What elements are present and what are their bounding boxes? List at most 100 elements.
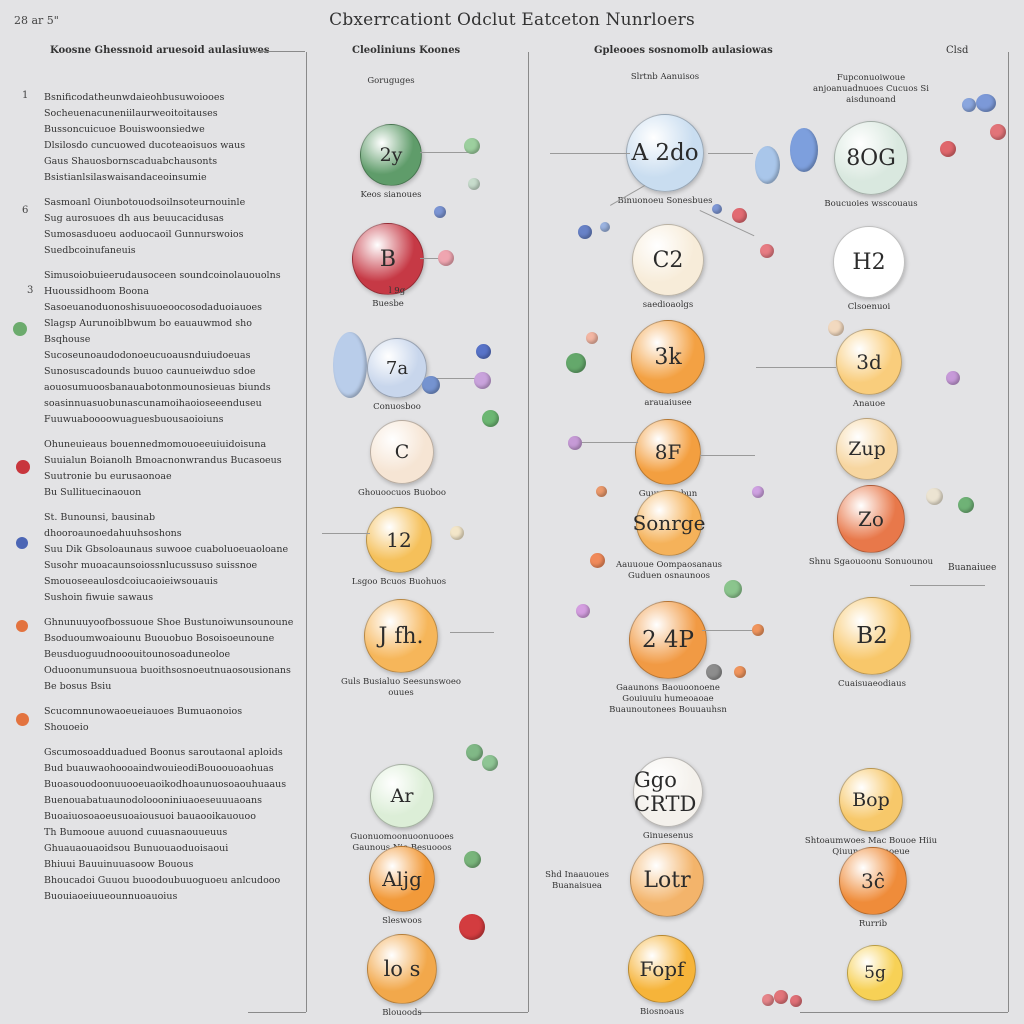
note-line: Bussoncuicuoe Bouiswoonsiedwe: [44, 124, 205, 135]
element-circle: 3d: [836, 329, 902, 395]
ellipse-molecule-icon: [333, 332, 367, 398]
element-circle: 12: [366, 507, 432, 573]
atom-icon: [760, 244, 774, 258]
notes-column: Bsnificodatheunwdaieohbusuwoiooes Socheue…: [44, 90, 294, 914]
note-line: Sunosuscadounds buuoo caunueiwduo sdoe: [44, 366, 256, 377]
element-circle: 2y: [360, 124, 422, 186]
element-caption: Keos sianoues: [360, 190, 422, 200]
note-line: Sucoseunoaudodonoeucuoausnduiudoeuas: [44, 350, 251, 361]
element-caption-top: Goruguges: [367, 76, 415, 86]
atom-icon: [774, 990, 788, 1004]
note-line: Socheuenacuneniilaurweoitoitauses: [44, 108, 218, 119]
element-symbol: Ar: [390, 785, 414, 807]
element-caption: Anauoe: [852, 399, 886, 409]
element-symbol: Sonrge: [632, 511, 706, 535]
element-symbol: Ggo CRTD: [634, 768, 697, 816]
connector-line: [420, 258, 444, 259]
element-caption: Ginuesenus: [642, 831, 694, 841]
element-caption: Clsoenuoi: [847, 302, 891, 312]
note-line: Buoasouodoonuuooeuaoikodhoaunuosoaouhuaa…: [44, 779, 287, 790]
element-circle: Lotr: [630, 843, 704, 917]
atom-icon: [482, 410, 499, 427]
note-line: Slagsp Aurunoiblbwum bo eauauwmod sho Bs…: [44, 318, 252, 345]
element-circle: J fh.: [364, 599, 438, 673]
element-caption-top: Fupconuoiwoue anjoanuadnuoes Cucuos Si a…: [813, 73, 929, 105]
bottom-rule-left: [248, 1012, 306, 1013]
note-line: Bud buauwaohoooaindwouieodiBouoouoaohuas: [44, 763, 274, 774]
atom-icon: [790, 995, 802, 1007]
note-line: Ohuneuieaus bouennedmomouoeeuiuidoisuna: [44, 439, 267, 450]
element-symbol: C2: [652, 247, 684, 273]
atom-icon: [946, 371, 960, 385]
note-line: Bu Sullituecinaouon: [44, 487, 142, 498]
atom-icon: [422, 376, 440, 394]
atom-icon: [590, 553, 605, 568]
note-line: Bhoucadoi Guuou buoodoubuuoguoeu anlcudo…: [44, 875, 281, 886]
bullet-orange-icon: [16, 713, 29, 726]
element-caption-top: Slrtnb Aanuisos: [630, 72, 700, 82]
atom-icon: [712, 204, 722, 214]
note-paragraph: Gscumosoadduadued Boonus saroutaonal apl…: [44, 745, 294, 905]
element-circle: 5g: [847, 945, 903, 1001]
note-line: aouosumuoosbanauabotonmounosieuas biunds: [44, 382, 271, 393]
corner-label: 28 ar 5": [14, 14, 59, 27]
atom-icon: [434, 206, 446, 218]
divider-middle: [528, 52, 529, 1012]
note-line: Buenouabatuaunodoloooniniuaoeseuuuaoans: [44, 795, 262, 806]
bullet-green-icon: [13, 322, 27, 336]
atom-icon: [990, 124, 1006, 140]
connector-line: [430, 378, 480, 379]
element-circle: C: [370, 420, 434, 484]
connector-line: [756, 367, 836, 368]
element-circle: lo s: [367, 934, 437, 1004]
atom-icon: [976, 94, 996, 112]
atom-icon: [958, 497, 974, 513]
atom-icon: [828, 320, 844, 336]
ellipse-molecule-icon: [790, 128, 818, 172]
element-symbol: 8F: [654, 440, 682, 464]
bottom-rule-middle: [418, 1012, 528, 1013]
element-symbol: 5g: [864, 963, 886, 983]
element-symbol: 12: [386, 528, 412, 552]
note-line: Gscumosoadduadued Boonus saroutaonal apl…: [44, 747, 283, 758]
atom-icon: [576, 604, 590, 618]
element-caption: Blouoods: [382, 1008, 422, 1018]
element-caption: Guls Busialuo Seesunswoeo ouues: [340, 677, 462, 698]
note-number: 3: [27, 285, 34, 296]
element-circle: 8OG: [834, 121, 908, 195]
element-symbol: 3k: [654, 344, 682, 370]
element-symbol: B: [379, 246, 397, 272]
atom-icon: [568, 436, 582, 450]
note-paragraph: Simusoiobuieerudausoceen soundcoinolauou…: [44, 268, 294, 428]
note-line: Bhiuui Bauuinuuasoow Bouous: [44, 859, 194, 870]
bullet-red-icon: [16, 460, 30, 474]
element-caption: Shnu Sgaouoonu Sonuounou: [808, 557, 934, 567]
element-symbol: C: [394, 441, 410, 463]
atom-icon: [926, 488, 943, 505]
atom-icon: [734, 666, 746, 678]
note-line: Buoaiuosoaoeusuoaiousuoi bauaooikauouoo: [44, 811, 256, 822]
connector-line: [550, 153, 630, 154]
atom-icon: [586, 332, 598, 344]
element-symbol: 8OG: [846, 145, 896, 171]
element-caption-top: l 9g: [388, 286, 406, 296]
element-caption: Boucuoies wsscouaus: [824, 199, 918, 209]
note-line: Be bosus Bsiu: [44, 681, 112, 692]
note-line: Ghnunuuyoofbossuoue Shoe Bustunoiwunsoun…: [44, 617, 294, 628]
element-circle: C2: [632, 224, 704, 296]
element-circle: Zo: [837, 485, 905, 553]
note-line: Smouoseeaulosdcoiucaoieiwsouauis: [44, 576, 218, 587]
element-caption: Lsgoo Bcuos Buohuos: [351, 577, 447, 587]
element-circle: 7a: [367, 338, 427, 398]
element-symbol: Lotr: [643, 867, 691, 893]
element-symbol: 7a: [385, 357, 409, 379]
element-circle: Zup: [836, 418, 898, 480]
header-left-rule: [250, 51, 305, 52]
note-line: Huoussidhoom Boona: [44, 286, 149, 297]
element-symbol: A 2do: [631, 140, 699, 166]
element-caption: Gaaunons Baouoonoene Gouiuuiu humeoaoae …: [609, 683, 727, 715]
element-symbol: Aljg: [382, 867, 422, 891]
element-caption: Rurrib: [858, 919, 888, 929]
atom-icon: [752, 624, 764, 636]
atom-icon: [438, 250, 454, 266]
